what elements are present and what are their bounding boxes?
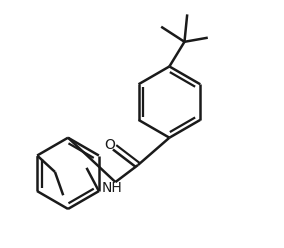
Text: O: O (104, 138, 115, 152)
Text: NH: NH (102, 181, 122, 195)
